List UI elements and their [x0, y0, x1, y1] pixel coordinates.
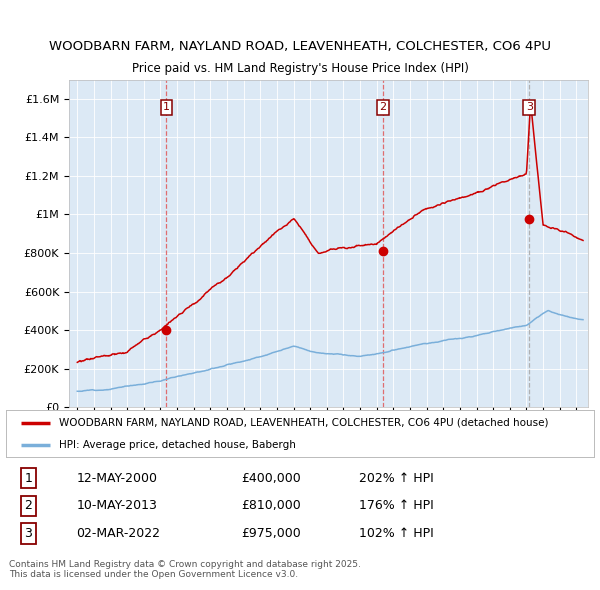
Text: 176% ↑ HPI: 176% ↑ HPI [359, 499, 434, 513]
Text: 3: 3 [25, 527, 32, 540]
Text: WOODBARN FARM, NAYLAND ROAD, LEAVENHEATH, COLCHESTER, CO6 4PU: WOODBARN FARM, NAYLAND ROAD, LEAVENHEATH… [49, 40, 551, 53]
Text: 102% ↑ HPI: 102% ↑ HPI [359, 527, 434, 540]
Text: 1: 1 [25, 472, 32, 485]
Text: 1: 1 [163, 103, 170, 113]
Text: 10-MAY-2013: 10-MAY-2013 [77, 499, 157, 513]
Text: 02-MAR-2022: 02-MAR-2022 [77, 527, 161, 540]
Text: Contains HM Land Registry data © Crown copyright and database right 2025.
This d: Contains HM Land Registry data © Crown c… [9, 559, 361, 579]
Text: WOODBARN FARM, NAYLAND ROAD, LEAVENHEATH, COLCHESTER, CO6 4PU (detached house): WOODBARN FARM, NAYLAND ROAD, LEAVENHEATH… [59, 418, 548, 428]
Text: 3: 3 [526, 103, 533, 113]
Text: 202% ↑ HPI: 202% ↑ HPI [359, 472, 434, 485]
Text: £975,000: £975,000 [241, 527, 301, 540]
Text: 2: 2 [25, 499, 32, 513]
Text: HPI: Average price, detached house, Babergh: HPI: Average price, detached house, Babe… [59, 441, 296, 450]
Text: £400,000: £400,000 [241, 472, 301, 485]
Text: £810,000: £810,000 [241, 499, 301, 513]
Text: 2: 2 [379, 103, 386, 113]
Text: 12-MAY-2000: 12-MAY-2000 [77, 472, 158, 485]
Text: Price paid vs. HM Land Registry's House Price Index (HPI): Price paid vs. HM Land Registry's House … [131, 62, 469, 76]
